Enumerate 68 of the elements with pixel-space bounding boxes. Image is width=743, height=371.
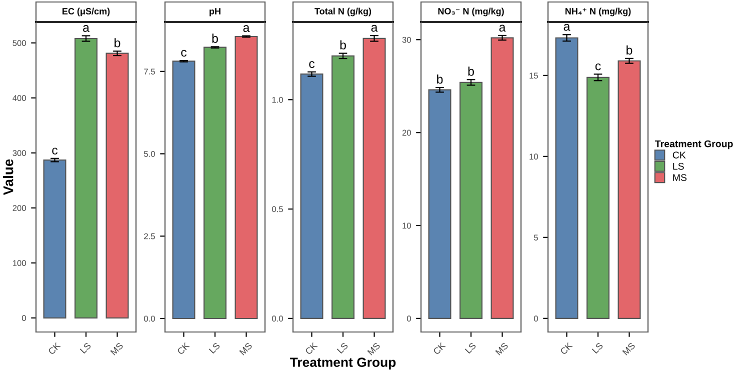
y-tick-label: 0.0 xyxy=(272,316,283,322)
legend-title: Treatment Group xyxy=(655,140,733,150)
legend-label: LS xyxy=(673,162,684,170)
chart-title: EC (μS/cm) xyxy=(62,8,110,16)
legend-label: CK xyxy=(672,152,686,158)
y-tick-label: 1.0 xyxy=(272,96,283,103)
annotation: b xyxy=(468,66,474,76)
annotation: b xyxy=(626,45,632,55)
y-tick-label: 20 xyxy=(402,130,411,136)
annotation: a xyxy=(564,24,570,31)
y-tick-label: 0.5 xyxy=(272,206,283,212)
y-tick-label: 10 xyxy=(530,154,538,160)
x-tick-label: MS xyxy=(495,342,508,356)
y-tick-label: 10 xyxy=(402,222,411,229)
bar xyxy=(490,37,514,319)
y-tick-label: 0.0 xyxy=(144,316,155,322)
y-axis-title: Value xyxy=(3,159,14,196)
y-tick-label: 0 xyxy=(534,316,538,322)
y-tick-label: 200 xyxy=(12,205,26,212)
chart-title: NO₃⁻ N (mg/kg) xyxy=(438,8,504,16)
x-tick-label: CK xyxy=(432,342,446,355)
x-tick-label: LS xyxy=(208,342,220,354)
bar xyxy=(428,89,452,319)
y-tick-label: 5.0 xyxy=(144,150,155,157)
x-tick-label: LS xyxy=(464,342,476,354)
annotation: c xyxy=(309,61,315,68)
legend-label: MS xyxy=(673,174,687,181)
y-tick-label: 500 xyxy=(12,40,26,46)
x-tick-label: MS xyxy=(110,342,124,356)
annotation: c xyxy=(52,148,58,155)
annotation: b xyxy=(212,34,218,43)
x-tick-label: LS xyxy=(80,342,92,354)
x-tick-label: CK xyxy=(304,342,318,355)
x-tick-label: MS xyxy=(239,342,252,356)
y-tick-label: 7.5 xyxy=(144,68,155,75)
y-tick-label: 0 xyxy=(22,315,26,322)
annotation: a xyxy=(243,25,250,32)
bar xyxy=(74,38,98,318)
y-tick-label: 0 xyxy=(406,316,411,322)
annotation: c xyxy=(595,63,601,70)
x-tick-label: CK xyxy=(560,342,573,355)
annotation: a xyxy=(499,24,506,32)
y-tick-label: 100 xyxy=(13,260,26,266)
annotation: b xyxy=(340,40,346,50)
y-tick-label: 15 xyxy=(530,72,538,79)
annotation: b xyxy=(114,38,120,48)
x-axis-title: Treatment Group xyxy=(290,358,396,370)
y-tick-label: 300 xyxy=(12,150,26,156)
annotation: a xyxy=(371,24,378,32)
bar xyxy=(106,52,129,318)
x-tick-label: LS xyxy=(592,342,604,354)
bar xyxy=(43,160,66,318)
annotation: c xyxy=(181,50,187,57)
bar xyxy=(460,82,482,319)
chart-title: Total N (g/kg) xyxy=(314,8,372,16)
y-tick-label: 400 xyxy=(12,95,26,102)
annotation: a xyxy=(83,25,90,32)
x-tick-label: CK xyxy=(48,342,61,355)
y-tick-label: 5 xyxy=(534,234,538,241)
annotation: b xyxy=(437,74,443,84)
x-tick-label: MS xyxy=(367,342,380,356)
chart-title: NH₄⁺ N (mg/kg) xyxy=(565,8,631,16)
x-tick-label: CK xyxy=(176,342,190,355)
chart-title: pH xyxy=(210,8,220,16)
x-tick-label: LS xyxy=(336,342,348,354)
x-tick-label: MS xyxy=(622,342,636,356)
y-tick-label: 30 xyxy=(402,36,411,43)
y-tick-label: 2.5 xyxy=(144,233,155,240)
